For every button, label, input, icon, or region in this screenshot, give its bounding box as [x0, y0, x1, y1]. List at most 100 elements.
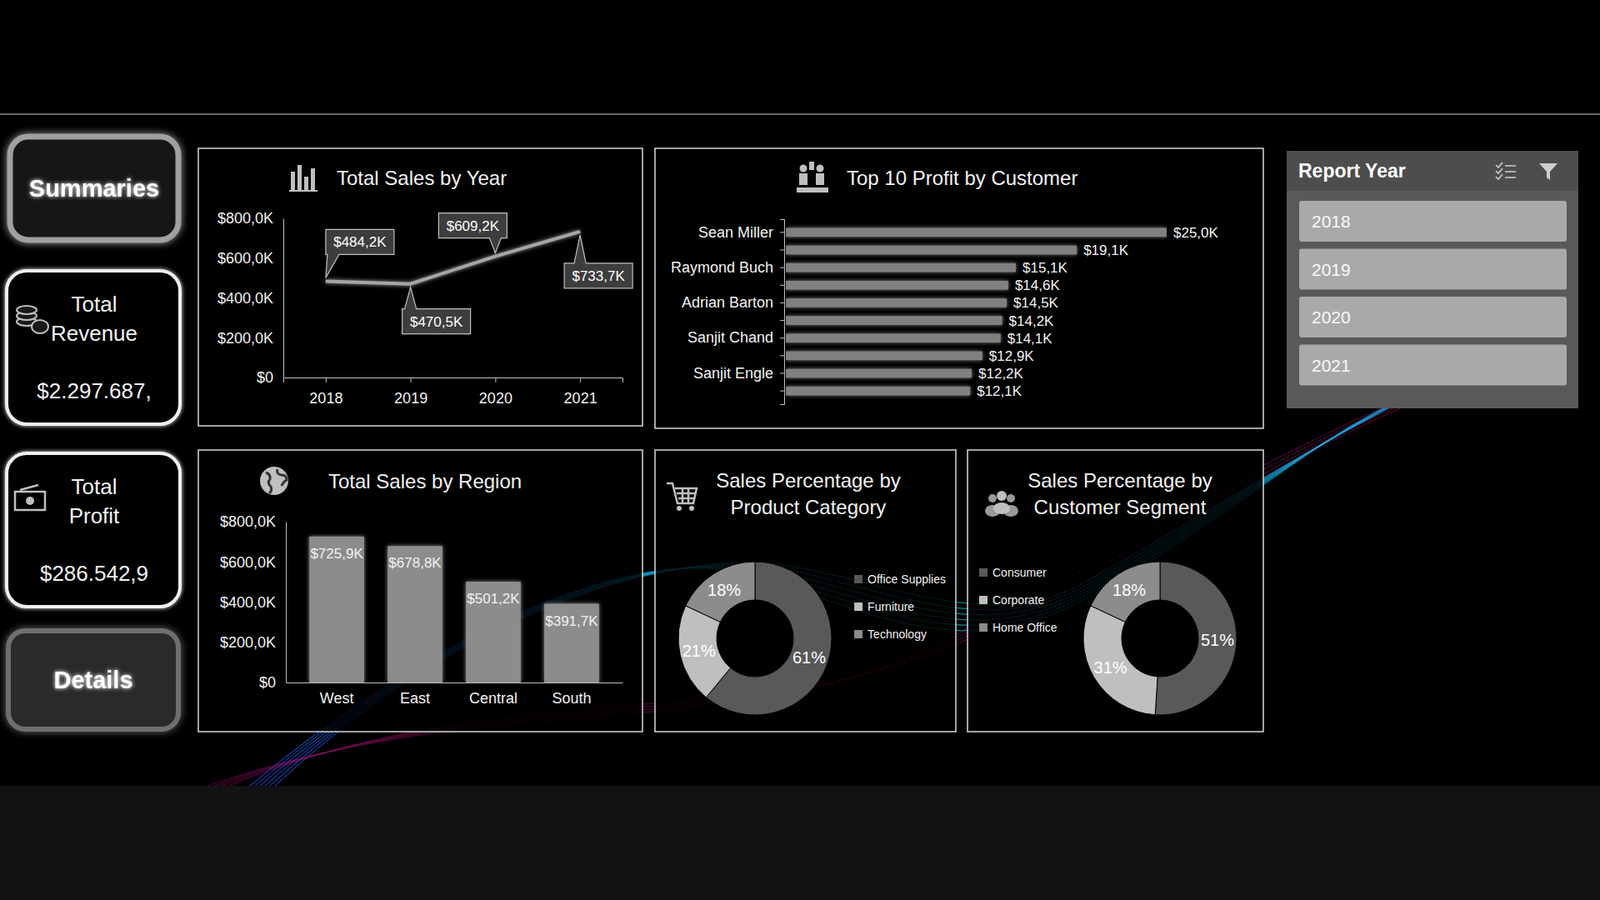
slicer-item[interactable]: 2019	[1299, 249, 1567, 290]
tick-label: $400,0K	[217, 290, 274, 307]
slicer-item-box[interactable]	[1299, 200, 1567, 242]
icon-part	[799, 173, 808, 185]
panel-frame	[967, 450, 1264, 732]
slicer-item-label[interactable]: 2021	[1311, 355, 1351, 375]
icon-part	[796, 187, 829, 193]
tick: East	[400, 682, 430, 707]
tick-label: South	[551, 690, 591, 707]
legend-swatch	[979, 568, 988, 577]
slicer-item-label[interactable]: 2020	[1311, 307, 1351, 327]
kpi-label: TotalRevenue	[50, 291, 138, 346]
slicer-item-label[interactable]: 2018	[1311, 211, 1351, 231]
slicer-item[interactable]: 2018	[1299, 200, 1567, 242]
tick	[780, 355, 785, 356]
icon-part	[1495, 168, 1516, 174]
plot-marks	[325, 231, 580, 285]
slicer-item-box[interactable]	[1299, 249, 1567, 290]
icon	[1495, 162, 1516, 180]
chart-title: Sales Percentage byProduct Category	[715, 469, 900, 519]
icon-part	[800, 165, 808, 173]
callout-box	[402, 287, 471, 335]
icon	[985, 490, 1019, 517]
icon	[16, 305, 49, 334]
data-label-callout: $609,2K	[438, 213, 507, 254]
kpi-card: TotalRevenue$2.297.687,	[6, 270, 180, 425]
tick: West	[320, 682, 355, 707]
bar	[465, 581, 521, 683]
button-frame[interactable]	[8, 630, 179, 730]
data-label: $14,6K	[1015, 277, 1061, 294]
bar	[785, 333, 1001, 343]
data-label: $678,8K	[388, 555, 442, 571]
x-axis: 2018 2019 2020 2021	[284, 377, 624, 407]
data-label: $725,9K	[310, 545, 364, 562]
tick: $800,0K	[217, 210, 284, 227]
tick-label: $0	[259, 674, 276, 691]
tick: Adrian Barton	[681, 294, 785, 311]
panel-frame	[198, 148, 643, 426]
tick-label: 2021	[564, 390, 598, 407]
plot-marks	[309, 536, 600, 683]
x-axis: West East Central South	[286, 682, 624, 707]
tick: $600,0K	[217, 250, 284, 267]
icon-part	[304, 176, 309, 190]
legend-swatch	[979, 623, 988, 632]
callout-box	[564, 235, 633, 289]
tick-mark	[780, 390, 785, 392]
panel-frame	[655, 148, 1264, 429]
axis-line	[780, 220, 785, 405]
tick-label: 2018	[309, 390, 343, 407]
icon	[289, 165, 318, 192]
data-labels: $484,2K$470,5K$609,2K$733,7K	[325, 213, 633, 335]
legend-label: Consumer	[992, 565, 1047, 580]
data-labels: $725,9K$678,8K$501,2K$391,7K	[310, 545, 599, 630]
legend-label: Corporate	[992, 593, 1045, 607]
card-frame	[6, 453, 180, 607]
slicer-frame	[1286, 150, 1579, 409]
slicer-item-label[interactable]: 2019	[1311, 260, 1351, 280]
slice	[1083, 605, 1158, 715]
button-frame[interactable]	[10, 136, 179, 240]
chart-panel: Top 10 Profit by CustomerSean MillerRaym…	[655, 148, 1264, 429]
legend-swatch	[854, 602, 863, 611]
chart-panel: Total Sales by Year$0$200,0K$400,0K$600,…	[198, 148, 643, 426]
tick: Central	[469, 682, 518, 707]
data-label: $14,2K	[1009, 313, 1055, 330]
slicer-item[interactable]: 2020	[1299, 296, 1567, 338]
icon-part	[1539, 163, 1558, 180]
tick-label: Sanjit Chand	[687, 329, 774, 346]
tick: 2020	[479, 377, 513, 407]
details-button[interactable]: Details	[8, 630, 179, 730]
slicer-item[interactable]: 2021	[1299, 345, 1567, 386]
tick-mark	[780, 337, 785, 339]
icon-part	[15, 491, 45, 510]
tick-label: Central	[469, 690, 518, 707]
tick: Raymond Buch	[670, 259, 785, 276]
tick: 2019	[394, 377, 428, 407]
chart-title: Total Sales by Region	[328, 470, 522, 493]
series-line	[325, 231, 580, 285]
tick-label: $400,0K	[220, 594, 276, 611]
card-frame	[6, 270, 180, 425]
summaries-button[interactable]: Summaries	[10, 136, 179, 240]
tick-mark	[580, 377, 581, 383]
slicer-item-box[interactable]	[1299, 296, 1567, 338]
slice	[1090, 561, 1160, 622]
bar	[309, 536, 365, 683]
tick-label: $600,0K	[220, 554, 276, 571]
bottom-band	[0, 785, 1600, 900]
kpi-card: TotalProfit$286.542,9	[6, 453, 180, 607]
slice	[678, 605, 731, 698]
button-label[interactable]: Details	[53, 666, 133, 694]
background	[0, 0, 1600, 900]
data-label: $733,7K	[571, 268, 625, 285]
icon	[1539, 163, 1558, 180]
button-label[interactable]: Summaries	[29, 175, 160, 202]
legend-entry: Furniture	[854, 600, 915, 614]
slicer-item-box[interactable]	[1299, 345, 1567, 386]
tick	[780, 250, 785, 251]
text-line: Total	[71, 474, 118, 500]
data-label: $484,2K	[333, 234, 387, 250]
text-line: Customer Segment	[1034, 495, 1207, 519]
chart-panel: Sales Percentage byCustomer Segment51%31…	[967, 450, 1264, 732]
